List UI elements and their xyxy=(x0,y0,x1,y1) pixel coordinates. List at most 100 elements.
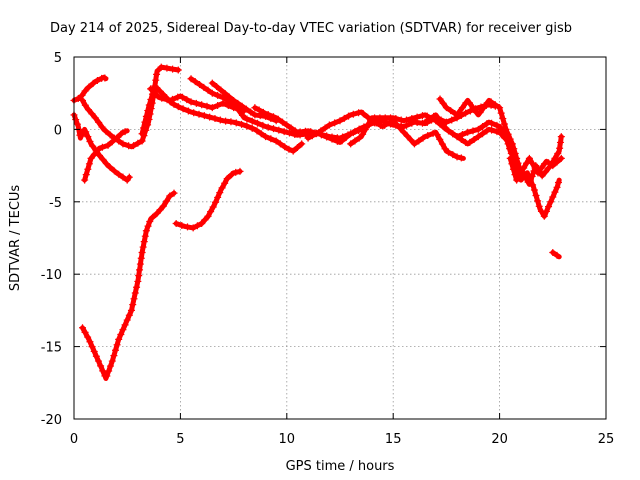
data-point xyxy=(125,311,133,319)
data-point xyxy=(92,352,100,360)
data-point xyxy=(158,94,166,102)
data-point xyxy=(192,99,200,107)
data-point xyxy=(99,156,107,164)
data-point xyxy=(387,114,395,122)
data-point xyxy=(275,126,283,134)
data-point xyxy=(429,129,437,137)
data-point xyxy=(449,151,457,159)
data-point xyxy=(115,335,123,343)
data-point xyxy=(419,134,427,142)
data-point xyxy=(110,352,118,360)
data-point xyxy=(142,227,150,235)
data-point xyxy=(189,224,197,232)
series-group xyxy=(70,63,565,381)
data-point xyxy=(285,129,293,137)
data-point xyxy=(289,147,297,155)
data-point xyxy=(479,130,487,138)
data-point xyxy=(445,148,453,156)
data-point xyxy=(243,115,251,123)
data-point xyxy=(425,115,433,123)
data-point xyxy=(413,113,421,121)
data-point xyxy=(276,140,284,148)
chart-title: Day 214 of 2025, Sidereal Day-to-day VTE… xyxy=(50,21,572,36)
x-tick-label: 10 xyxy=(279,432,296,447)
data-point xyxy=(541,160,549,168)
data-point xyxy=(542,168,550,176)
data-point xyxy=(183,223,191,231)
data-point xyxy=(257,130,265,138)
data-point xyxy=(79,96,87,104)
data-point xyxy=(476,109,484,117)
data-point xyxy=(313,129,321,137)
data-point xyxy=(396,124,404,132)
data-point xyxy=(89,79,97,87)
data-point xyxy=(84,165,92,173)
data-point xyxy=(451,109,459,117)
data-point xyxy=(393,121,401,129)
data-point xyxy=(81,328,89,336)
data-point xyxy=(227,118,235,126)
data-point xyxy=(436,95,444,103)
data-point xyxy=(110,167,118,175)
data-point xyxy=(556,144,564,152)
data-point xyxy=(172,220,180,228)
data-point xyxy=(488,126,496,134)
data-point xyxy=(113,341,121,349)
data-point xyxy=(130,295,138,303)
data-point xyxy=(138,137,146,145)
y-tick-label: -20 xyxy=(41,413,62,428)
data-point xyxy=(166,192,174,200)
data-point xyxy=(538,172,546,180)
data-point xyxy=(123,316,131,324)
data-point xyxy=(211,115,219,123)
data-point xyxy=(142,112,150,120)
data-point xyxy=(449,130,457,138)
data-point xyxy=(105,367,113,375)
data-point xyxy=(206,113,214,121)
data-point xyxy=(328,135,336,143)
data-point xyxy=(136,266,144,274)
data-point xyxy=(540,212,548,220)
data-point xyxy=(403,132,411,140)
data-point xyxy=(232,119,240,127)
x-tick-label: 20 xyxy=(491,432,508,447)
data-point xyxy=(133,283,141,291)
data-point xyxy=(242,105,250,113)
data-point xyxy=(97,362,105,370)
y-tick-label: 5 xyxy=(54,51,62,66)
data-point xyxy=(198,101,206,109)
data-point xyxy=(442,104,450,112)
data-point xyxy=(506,154,514,162)
data-point xyxy=(509,165,517,173)
data-point xyxy=(525,154,533,162)
data-point xyxy=(453,133,461,141)
data-point xyxy=(355,125,363,133)
data-point xyxy=(345,112,353,120)
data-point xyxy=(174,103,182,111)
data-point xyxy=(201,216,209,224)
data-point xyxy=(347,140,355,148)
data-point xyxy=(534,197,542,205)
data-point xyxy=(103,372,111,380)
data-point xyxy=(141,118,149,126)
y-tick-label: 0 xyxy=(54,123,62,138)
data-point xyxy=(296,128,304,136)
data-point xyxy=(152,76,160,84)
data-point xyxy=(430,112,438,120)
data-point xyxy=(115,170,123,178)
data-point xyxy=(84,133,92,141)
data-point xyxy=(470,136,478,144)
data-point xyxy=(434,113,442,121)
data-point xyxy=(553,183,561,191)
y-tick-label: -5 xyxy=(49,196,62,211)
data-point xyxy=(213,83,221,91)
data-point xyxy=(331,119,339,127)
data-point xyxy=(72,116,80,124)
x-tick-labels: 0 5 10 15 20 25 xyxy=(70,432,614,447)
data-point xyxy=(101,74,109,82)
data-point xyxy=(255,106,263,114)
data-point xyxy=(262,133,270,141)
data-point xyxy=(106,362,114,370)
data-point xyxy=(216,189,224,197)
data-point xyxy=(96,151,104,159)
